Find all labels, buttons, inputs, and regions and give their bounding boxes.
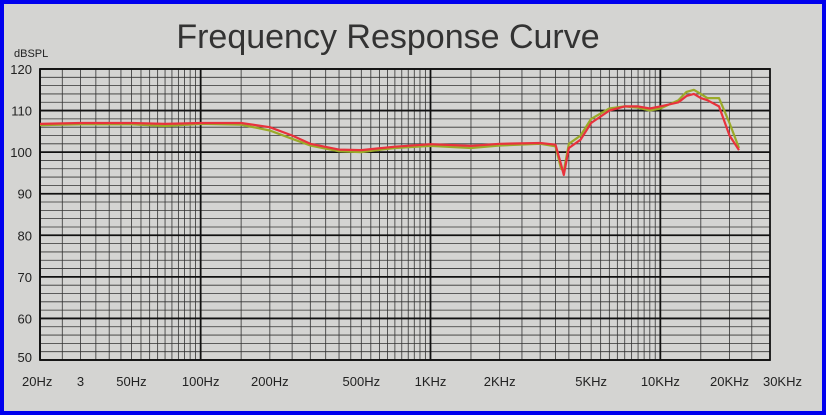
y-tick-label: 90 bbox=[18, 187, 32, 202]
x-tick-label: 30KHz bbox=[763, 374, 802, 389]
y-tick-label: 70 bbox=[18, 270, 32, 285]
y-tick-label: 100 bbox=[10, 145, 32, 160]
plot-border bbox=[39, 68, 771, 361]
y-tick-label: 110 bbox=[11, 104, 32, 119]
series-lines bbox=[39, 88, 741, 177]
x-tick-label: 10KHz bbox=[641, 374, 680, 389]
frequency-response-chart: Frequency Response Curve dBSPL 120 110 100… bbox=[10, 18, 802, 389]
x-tick-label: 20KHz bbox=[710, 374, 749, 389]
x-tick-label: 2KHz bbox=[484, 374, 516, 389]
y-tick-label: 60 bbox=[18, 311, 32, 326]
y-tick-label: 80 bbox=[18, 228, 32, 243]
x-tick-label: 100Hz bbox=[182, 374, 220, 389]
y-tick-labels: 120 110 100 90 80 70 60 50 bbox=[10, 62, 32, 365]
y-tick-label: 50 bbox=[18, 350, 32, 365]
x-tick-label: 50Hz bbox=[116, 374, 146, 389]
minor-grid bbox=[39, 68, 771, 361]
y-tick-label: 120 bbox=[10, 62, 32, 77]
x-tick-labels: 20Hz 3 50Hz 100Hz 200Hz 500Hz 1KHz 2KHz 5KHz 10KH… bbox=[22, 374, 802, 389]
chart-title: Frequency Response Curve bbox=[176, 18, 599, 56]
major-grid bbox=[39, 68, 771, 361]
x-tick-label: 200Hz bbox=[251, 374, 289, 389]
x-tick-label: 20Hz bbox=[22, 374, 52, 389]
x-tick-label: 500Hz bbox=[343, 374, 381, 389]
x-tick-label: 5KHz bbox=[575, 374, 607, 389]
chart-frame: Frequency Response Curve dBSPL 120 110 100… bbox=[4, 4, 822, 411]
x-tick-label: 3 bbox=[77, 374, 84, 389]
x-tick-label: 1KHz bbox=[415, 374, 447, 389]
y-axis-label: dBSPL bbox=[14, 48, 48, 60]
series-line-2 bbox=[39, 92, 740, 177]
